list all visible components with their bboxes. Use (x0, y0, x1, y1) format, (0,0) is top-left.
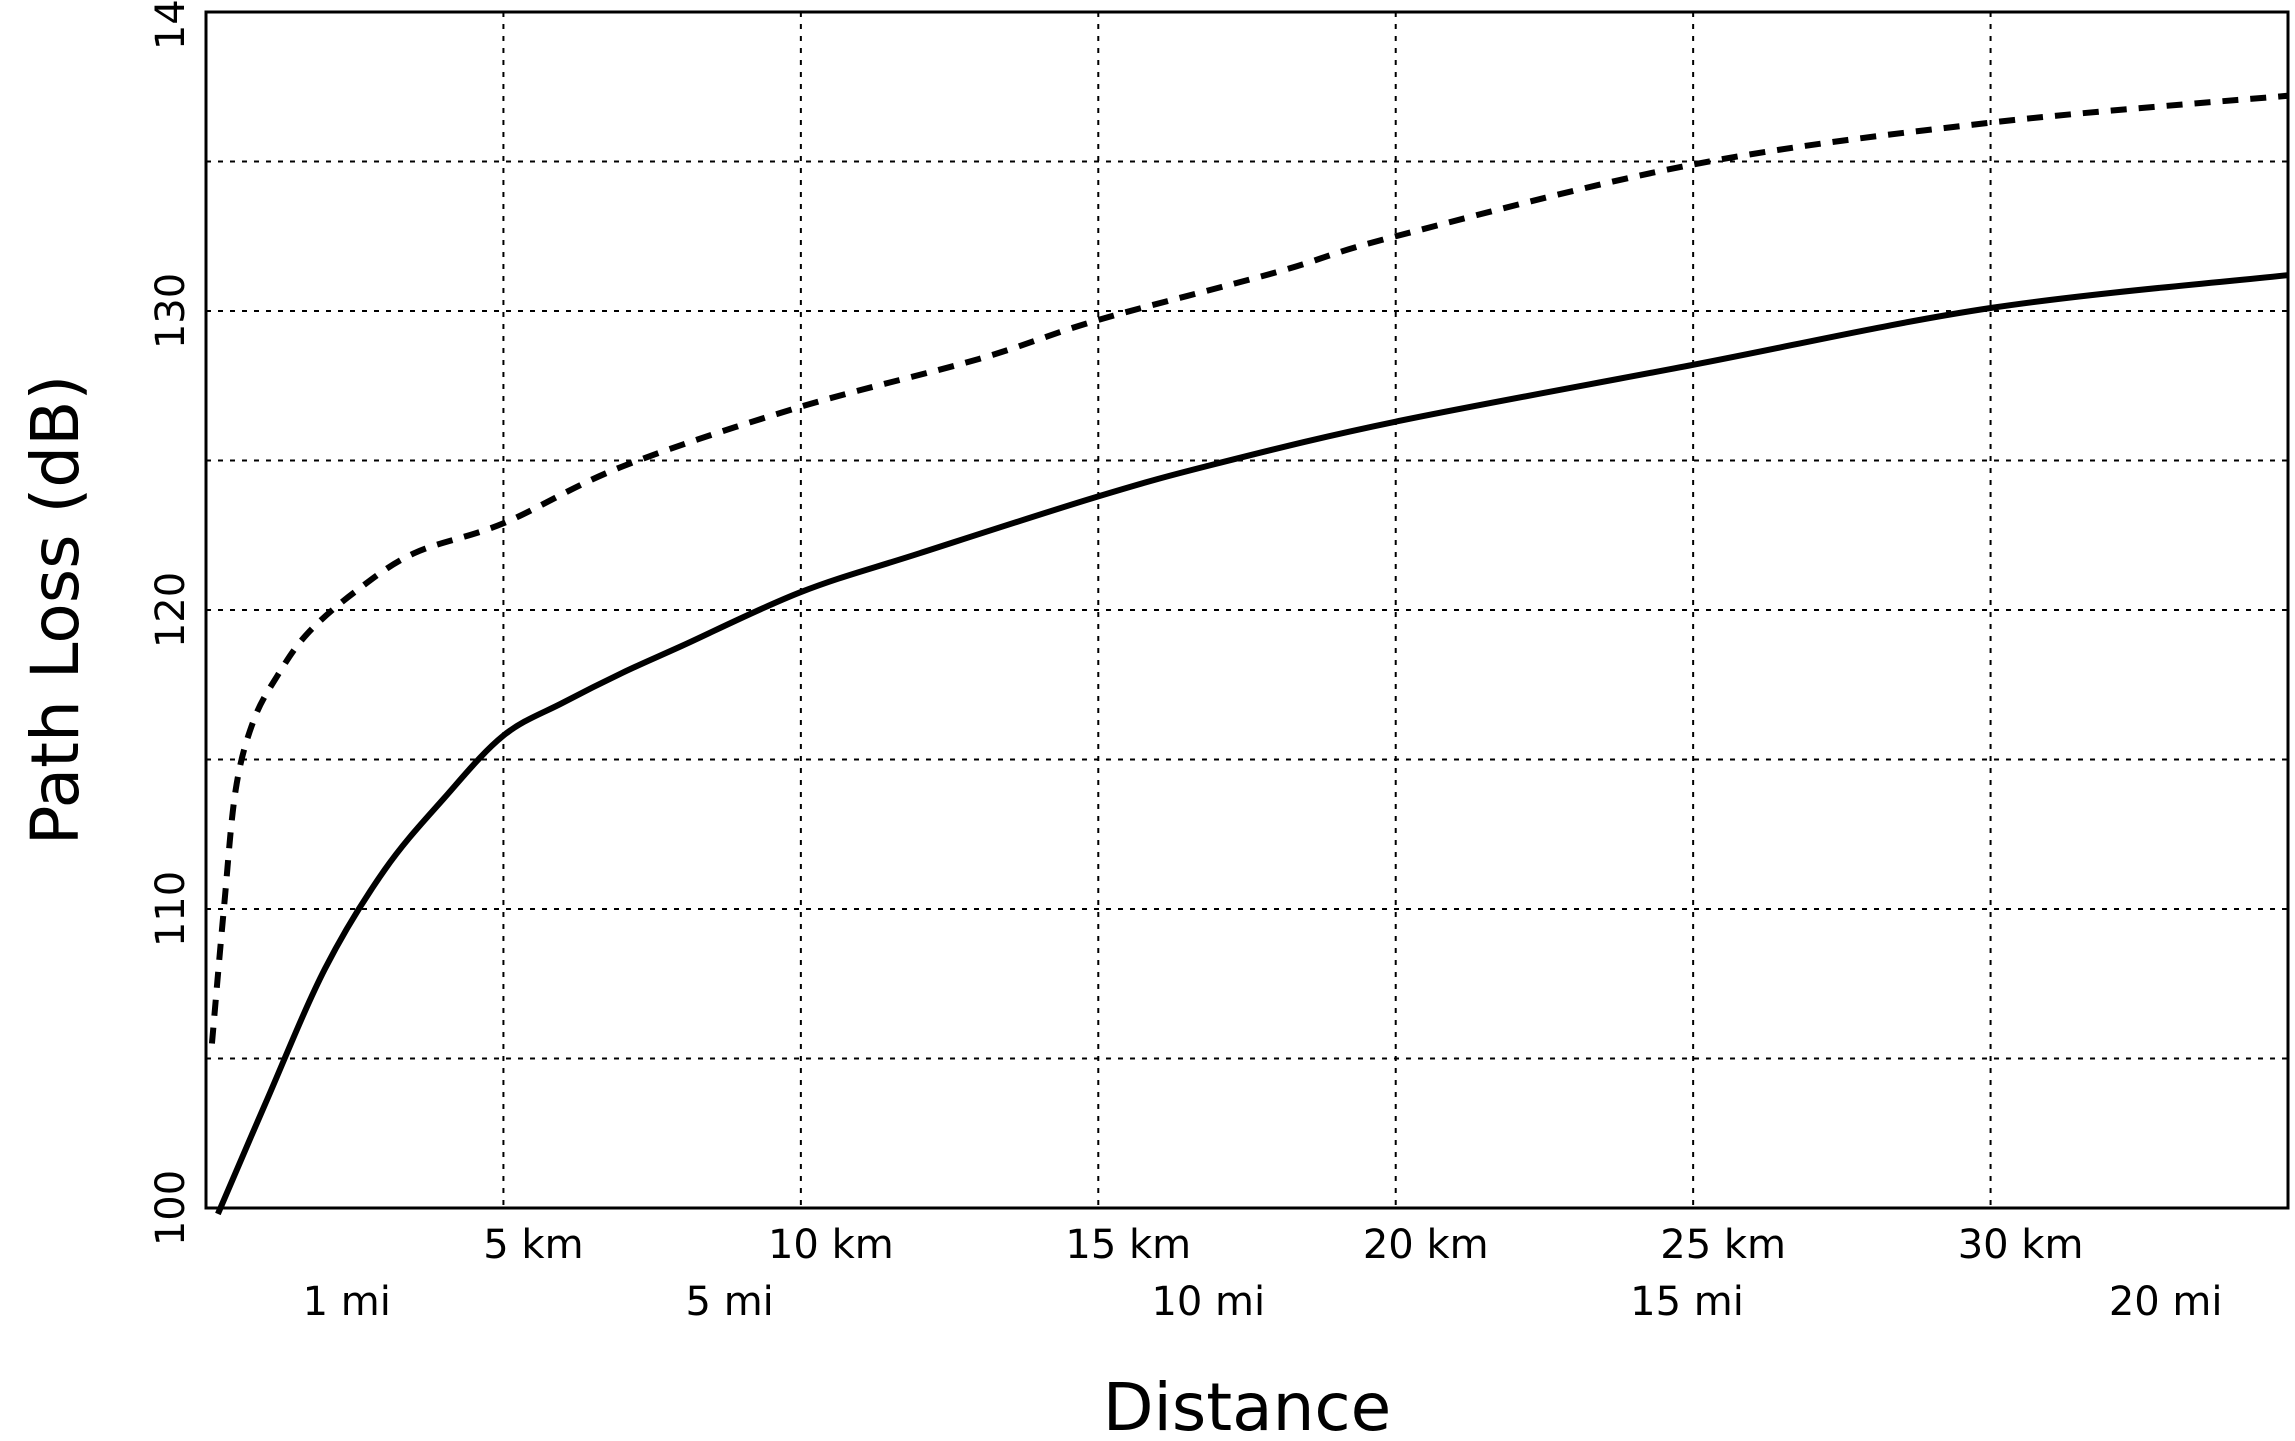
y-tick-labels: 100 110 120 130 140 (148, 0, 194, 1246)
x-tick-label-km: 20 km (1363, 1222, 1489, 1268)
x-tick-label-km: 25 km (1660, 1222, 1786, 1268)
y-tick-label: 140 (148, 0, 194, 50)
x-tick-labels-mi: 1 mi 5 mi 10 mi 15 mi 20 mi (303, 1279, 2223, 1325)
plot-frame (204, 10, 2290, 1210)
dashed-series-line (208, 92, 2289, 1044)
x-tick-label-mi: 20 mi (2109, 1279, 2223, 1325)
x-tick-label-mi: 5 mi (686, 1279, 774, 1325)
x-axis-title: Distance (1103, 1369, 1392, 1441)
data-series (208, 92, 2289, 1216)
x-tick-label-km: 15 km (1065, 1222, 1191, 1268)
y-tick-label: 110 (148, 871, 194, 947)
y-tick-label: 100 (148, 1170, 194, 1246)
solid-series-line (215, 272, 2289, 1216)
x-tick-label-km: 5 km (483, 1222, 583, 1268)
y-axis-title: Path Loss (dB) (17, 375, 94, 845)
x-tick-label-mi: 15 mi (1630, 1279, 1744, 1325)
y-tick-label: 130 (148, 273, 194, 349)
y-tick-label: 120 (148, 572, 194, 648)
x-tick-label-km: 30 km (1958, 1222, 2084, 1268)
x-tick-label-mi: 1 mi (303, 1279, 391, 1325)
x-tick-labels-km: 5 km 10 km 15 km 20 km 25 km 30 km (483, 1222, 2083, 1268)
x-tick-label-km: 10 km (768, 1222, 894, 1268)
x-tick-label-mi: 10 mi (1151, 1279, 1265, 1325)
grid-lines (206, 12, 2288, 1208)
